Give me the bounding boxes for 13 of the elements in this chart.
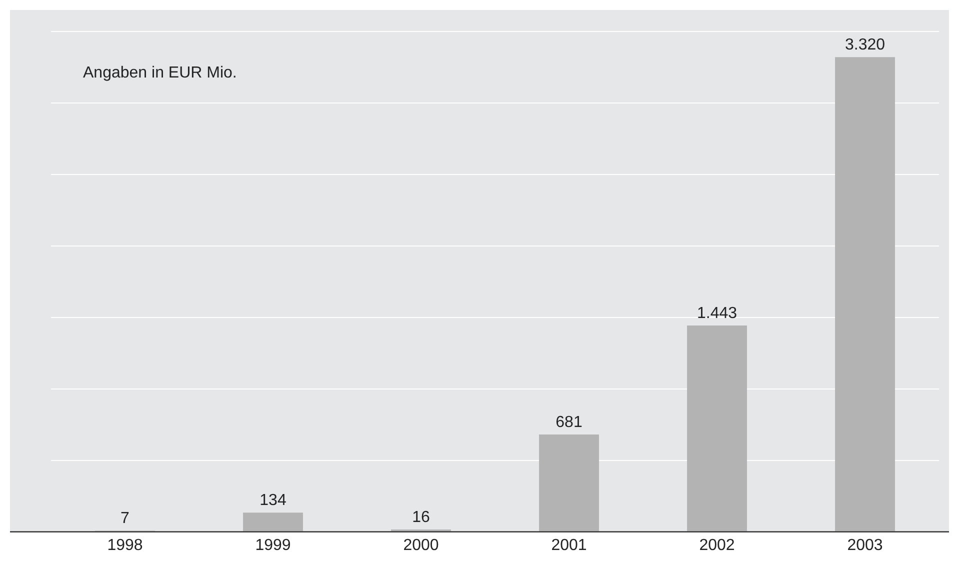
x-tick-label: 2001 [551,536,587,554]
data-label: 3.320 [844,36,886,54]
data-label: 16 [412,508,430,526]
data-label: 681 [556,414,582,431]
x-tick-label: 2000 [403,536,439,554]
data-label: 134 [260,492,286,510]
x-tick-label: 1998 [107,536,143,554]
data-label: 1.443 [696,304,738,322]
x-tick-label: 2002 [699,536,735,554]
x-tick-label: 1999 [255,536,291,554]
annotation: Angaben in EUR Mio. [83,64,237,82]
x-tick-label: 2003 [847,536,883,554]
data-label: 7 [120,510,130,528]
